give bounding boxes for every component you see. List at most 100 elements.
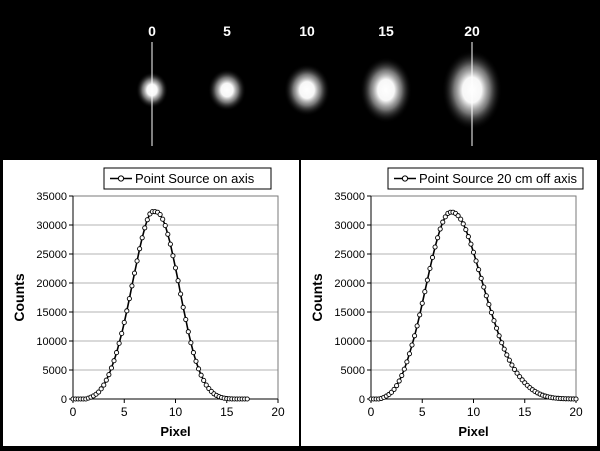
legend-box bbox=[103, 167, 272, 190]
data-point bbox=[517, 374, 523, 380]
data-point bbox=[419, 300, 425, 306]
data-point bbox=[106, 372, 112, 378]
data-point bbox=[488, 310, 494, 316]
y-axis-label: Counts bbox=[309, 273, 325, 321]
y-tick-label: 15000 bbox=[36, 307, 67, 319]
data-point bbox=[465, 234, 471, 240]
data-point bbox=[244, 396, 250, 402]
data-point bbox=[196, 366, 202, 372]
data-point bbox=[424, 277, 430, 283]
x-tick-label: 0 bbox=[368, 405, 375, 419]
data-point bbox=[144, 217, 150, 223]
series-line bbox=[73, 210, 248, 400]
data-point bbox=[429, 254, 436, 261]
data-point bbox=[440, 219, 446, 225]
data-point bbox=[108, 365, 114, 371]
y-tick-label: 20000 bbox=[36, 278, 67, 290]
data-point bbox=[193, 358, 199, 364]
legend-label: Point Source 20 cm off axis bbox=[419, 171, 578, 186]
legend-box bbox=[387, 167, 584, 190]
data-point bbox=[201, 377, 207, 383]
data-point bbox=[185, 329, 191, 335]
legend-marker bbox=[401, 175, 409, 182]
data-point bbox=[96, 389, 102, 395]
data-point bbox=[157, 212, 163, 218]
data-point bbox=[412, 333, 418, 339]
data-point bbox=[486, 301, 492, 308]
chart-panel-off-axis: 0 5000 10000 15000 20000 25000 30000 35000 0 5 10 1… bbox=[301, 160, 597, 446]
data-point bbox=[183, 316, 189, 323]
data-point bbox=[190, 350, 196, 356]
data-point bbox=[432, 244, 438, 250]
data-point bbox=[124, 308, 130, 314]
data-point bbox=[178, 291, 184, 297]
y-tick-label: 15000 bbox=[334, 307, 365, 319]
data-point bbox=[170, 253, 176, 259]
data-point bbox=[455, 213, 461, 219]
data-point bbox=[422, 289, 428, 295]
x-axis-label: Pixel bbox=[458, 424, 488, 439]
data-point bbox=[119, 330, 125, 337]
data-point bbox=[473, 258, 479, 264]
point-source-spot bbox=[284, 64, 330, 116]
data-point bbox=[463, 227, 469, 233]
plot-area bbox=[370, 195, 577, 400]
y-tick-label: 0 bbox=[359, 394, 365, 406]
x-tick-label: 5 bbox=[121, 405, 128, 419]
data-point bbox=[165, 231, 171, 237]
data-point bbox=[160, 216, 166, 222]
y-tick-label: 30000 bbox=[334, 220, 365, 232]
data-point bbox=[131, 270, 138, 276]
data-point bbox=[435, 235, 441, 241]
x-tick-label: 5 bbox=[419, 405, 426, 419]
y-tick-label: 35000 bbox=[334, 191, 365, 203]
series-line bbox=[371, 211, 576, 400]
data-point bbox=[470, 249, 477, 255]
data-point bbox=[417, 312, 423, 318]
x-tick-label: 20 bbox=[569, 405, 583, 419]
legend-marker bbox=[117, 175, 125, 182]
data-point bbox=[172, 265, 179, 271]
data-point bbox=[162, 223, 168, 229]
data-point bbox=[116, 340, 122, 346]
y-tick-label: 5000 bbox=[43, 365, 67, 377]
data-point bbox=[437, 226, 443, 232]
data-point bbox=[394, 383, 400, 389]
x-tick-label: 10 bbox=[169, 405, 183, 419]
data-point bbox=[137, 246, 143, 252]
spot-label: 15 bbox=[378, 23, 394, 39]
data-point bbox=[491, 318, 497, 324]
data-point bbox=[514, 370, 520, 376]
data-point bbox=[142, 225, 148, 231]
data-point bbox=[427, 265, 433, 272]
data-point bbox=[129, 283, 135, 289]
data-point bbox=[111, 358, 117, 364]
data-point bbox=[101, 382, 107, 388]
data-point bbox=[121, 319, 127, 325]
data-point bbox=[496, 333, 502, 339]
y-tick-label: 0 bbox=[61, 394, 67, 406]
x-tick-label: 15 bbox=[518, 405, 532, 419]
spot-label: 20 bbox=[464, 23, 480, 39]
data-point bbox=[396, 378, 402, 384]
data-point bbox=[126, 296, 132, 302]
data-point bbox=[180, 304, 186, 310]
y-tick-label: 25000 bbox=[334, 249, 365, 261]
data-point bbox=[506, 357, 512, 363]
data-point bbox=[406, 351, 412, 357]
data-point bbox=[98, 386, 104, 392]
y-tick-label: 25000 bbox=[36, 249, 67, 261]
data-point bbox=[494, 325, 500, 331]
data-point bbox=[478, 275, 484, 281]
data-point bbox=[167, 241, 173, 247]
data-point bbox=[458, 216, 464, 222]
y-tick-label: 30000 bbox=[36, 220, 67, 232]
legend-label: Point Source on axis bbox=[135, 171, 255, 186]
data-point bbox=[573, 396, 579, 402]
data-point bbox=[175, 278, 181, 284]
plot-area bbox=[72, 195, 279, 400]
data-point bbox=[504, 352, 510, 358]
x-axis-label: Pixel bbox=[160, 424, 190, 439]
data-point bbox=[483, 293, 489, 299]
data-point bbox=[401, 366, 407, 372]
